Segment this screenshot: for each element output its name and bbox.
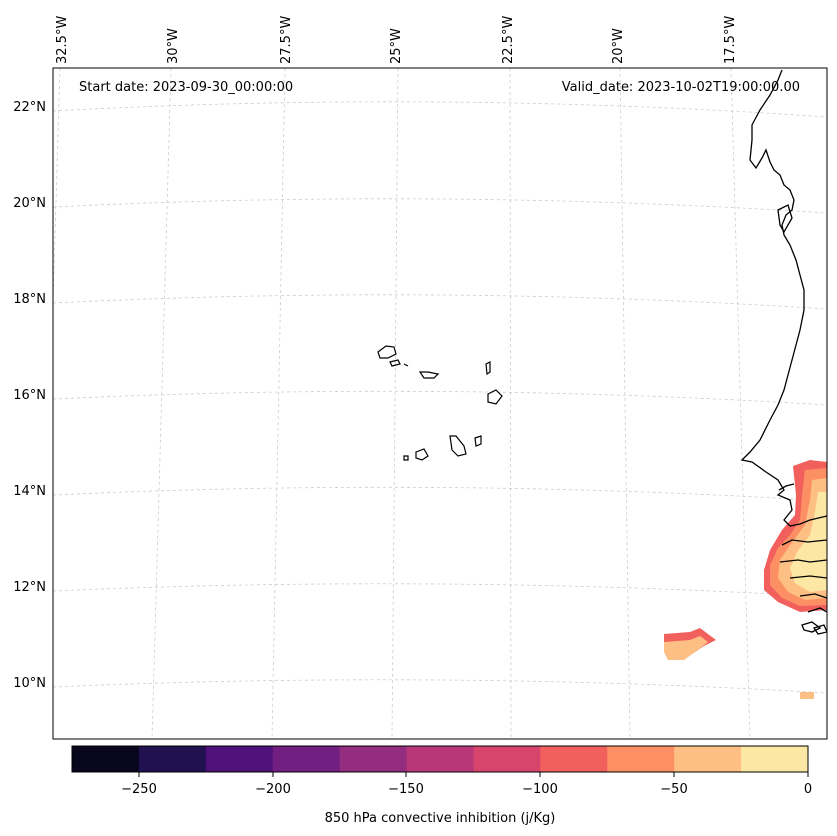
- colorbar-segment: [540, 746, 608, 772]
- colorbar-segment: [138, 746, 207, 772]
- colorbar-tick-label: −250: [121, 782, 157, 797]
- colorbar-segment: [406, 746, 474, 772]
- lon-label: 25°W: [389, 28, 404, 64]
- island-brava: [403, 455, 409, 461]
- lat-label: 14°N: [13, 484, 46, 499]
- start-date-label: Start date: 2023-09-30_00:00:00: [79, 80, 293, 95]
- colorbar-segment: [205, 746, 274, 772]
- colorbar-frame: [71, 745, 809, 773]
- cin-patch-small: [800, 692, 814, 699]
- colorbar-tick-label: −150: [388, 782, 424, 797]
- island-maio: [474, 435, 482, 447]
- island-sao-vicente: [389, 359, 401, 367]
- lat-label: 20°N: [13, 196, 46, 211]
- map-frame: [52, 67, 828, 740]
- lon-label: 20°W: [611, 28, 626, 64]
- latitude-gridlines: [53, 101, 827, 694]
- colorbar-segment: [473, 746, 541, 772]
- latitude-labels: 22°N 20°N 18°N 16°N 14°N 12°N 10°N: [13, 100, 46, 691]
- colorbar-segments: [72, 746, 809, 772]
- colorbar: −250 −200 −150 −100 −50 0 850 hPa convec…: [71, 745, 812, 826]
- island-santo-antao: [377, 345, 397, 359]
- longitude-gridlines: [53, 68, 751, 739]
- colorbar-tick-label: 0: [804, 782, 812, 797]
- valid-date-label: Valid_date: 2023-10-02T19:00:00.00: [562, 80, 800, 95]
- island-sao-nicolau: [418, 371, 440, 379]
- colorbar-tick-label: −100: [522, 782, 558, 797]
- island-fogo: [415, 448, 429, 461]
- colorbar-segment: [72, 746, 140, 772]
- lon-label: 30°W: [166, 28, 181, 64]
- lat-label: 22°N: [13, 100, 46, 115]
- colorbar-segment: [272, 746, 341, 772]
- colorbar-tick-label: −50: [660, 782, 687, 797]
- cin-shading: [664, 460, 827, 699]
- colorbar-tick-label: −200: [255, 782, 291, 797]
- map-background: [53, 68, 827, 739]
- lon-label: 27.5°W: [279, 16, 294, 64]
- island-boa-vista: [487, 389, 503, 405]
- island-sal: [485, 361, 491, 376]
- colorbar-segment: [339, 746, 408, 772]
- island-santa-luzia: [403, 363, 409, 367]
- longitude-labels: 32.5°W 30°W 27.5°W 25°W 22.5°W 20°W 17.5…: [55, 16, 738, 64]
- coastline-africa: [740, 69, 827, 635]
- colorbar-segment: [674, 746, 742, 772]
- colorbar-ticks: [138, 772, 809, 777]
- colorbar-segment: [741, 746, 809, 772]
- map-panel: Start date: 2023-09-30_00:00:00 Valid_da…: [52, 67, 828, 740]
- lon-label: 22.5°W: [501, 16, 516, 64]
- colorbar-segment: [607, 746, 675, 772]
- cape-verde-islands: [377, 345, 503, 461]
- island-santiago: [449, 435, 467, 457]
- lon-label: 32.5°W: [55, 16, 70, 64]
- lat-label: 10°N: [13, 676, 46, 691]
- lon-label: 17.5°W: [723, 16, 738, 64]
- cin-patch-south-inner: [664, 636, 708, 660]
- lat-label: 12°N: [13, 580, 46, 595]
- lat-label: 16°N: [13, 388, 46, 403]
- lat-label: 18°N: [13, 292, 46, 307]
- colorbar-title: 850 hPa convective inhibition (j/Kg): [325, 811, 556, 826]
